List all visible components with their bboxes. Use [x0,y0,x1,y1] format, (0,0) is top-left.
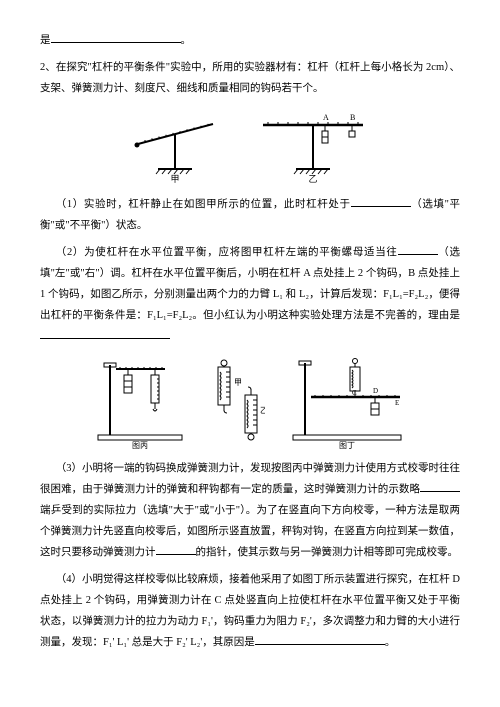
blank-6 [255,633,385,645]
q2-2: （2）为使杠杆在水平位置平衡，应将图甲杠杆左端的平衡螺母适当往（选填"左"或"右… [40,242,460,347]
t: 的指针，使其示数与另一弹簧测力计相等即可完成校零。 [196,547,459,558]
blank-1 [351,195,411,207]
figure-springs: 甲 乙 [210,355,265,450]
t: （3）小明将一端的钩码换成弹簧测力计，发现按图丙中弹簧测力计使用方式校零时往往很… [40,463,460,495]
line-shi: 是。 [40,30,460,51]
t: （4）小明觉得这样校零似比较麻烦，接着他采用了如图丁所示装置进行探究，在杠杆 D… [40,574,460,648]
label-d2: D [373,387,378,395]
label-yi: 乙 [308,174,317,184]
t: （2）为使杠杆在水平位置平衡，应将图甲杠杆左端的平衡螺母适当往 [56,247,398,258]
figure-bing: 图丙 [90,355,190,450]
label-springj: 甲 [234,378,242,387]
label-a: A [323,113,329,122]
blank-3 [40,327,170,339]
label-ding: 图丁 [339,441,355,450]
t: 。 [181,35,192,46]
figure-row-1: 甲 A B 乙 [40,109,460,184]
t: 。 [385,637,396,648]
label-c2: C [352,389,357,397]
q2-4: （4）小明觉得这样校零似比较麻烦，接着他采用了如图丁所示装置进行探究，在杠杆 D… [40,569,460,653]
blank-4 [420,480,460,492]
figure-jia: 甲 [128,109,223,184]
blank-5 [156,543,196,555]
label-springy: 乙 [260,406,265,415]
figure-ding: C D E 图丁 [285,355,410,450]
label-bing: 图丙 [132,441,148,450]
blank-2 [398,243,438,255]
blank-top [51,31,181,43]
label-jia: 甲 [170,174,179,184]
q2-1: （1）实验时，杠杆静止在如图甲所示的位置，此时杠杆处于（选填"平衡"或"不平衡"… [40,194,460,236]
figure-row-2: 图丙 甲 乙 [40,355,460,450]
t: 是 [40,35,51,46]
t: （选填"左"或"右"）调。杠杆在水平位置平衡后，小明在杠杆 A 点处挂上 2 个… [40,247,460,321]
label-e: E [395,399,399,407]
t: （1）实验时，杠杆静止在如图甲所示的位置，此时杠杆处于 [56,199,351,210]
figure-yi: A B 乙 [253,109,373,184]
q2-3: （3）小明将一端的钩码换成弹簧测力计，发现按图丙中弹簧测力计使用方式校零时往往很… [40,458,460,563]
q2-intro: 2、在探究"杠杆的平衡条件"实验中，所用的实验器材有：杠杆（杠杆上每小格长为 2… [40,57,460,99]
label-b: B [350,113,355,122]
